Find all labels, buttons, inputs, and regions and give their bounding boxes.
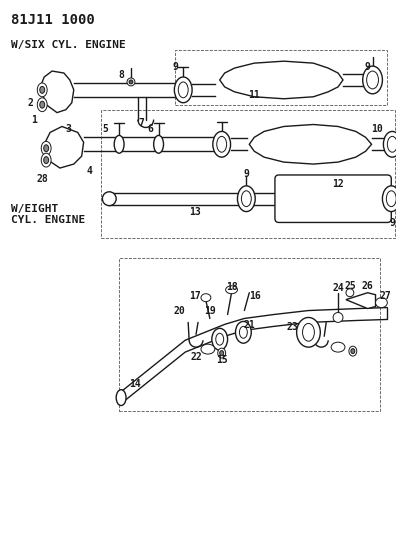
Text: 2: 2 — [28, 98, 34, 108]
Ellipse shape — [218, 348, 225, 358]
Text: 12: 12 — [332, 179, 344, 189]
Ellipse shape — [201, 294, 211, 302]
Ellipse shape — [174, 77, 192, 103]
Text: 10: 10 — [371, 124, 383, 134]
Text: 16: 16 — [249, 290, 261, 301]
Text: 9: 9 — [365, 62, 371, 72]
Text: 9: 9 — [389, 219, 395, 229]
Polygon shape — [40, 71, 74, 112]
Text: 27: 27 — [379, 290, 391, 301]
Polygon shape — [249, 125, 371, 164]
Text: 7: 7 — [138, 117, 144, 127]
Ellipse shape — [346, 289, 354, 297]
Ellipse shape — [237, 186, 255, 212]
Ellipse shape — [154, 135, 164, 153]
Ellipse shape — [331, 342, 345, 352]
Ellipse shape — [351, 349, 355, 353]
Ellipse shape — [129, 80, 133, 84]
Ellipse shape — [37, 98, 47, 111]
Ellipse shape — [213, 132, 231, 157]
Text: 26: 26 — [362, 281, 373, 291]
Text: 14: 14 — [129, 379, 141, 389]
Ellipse shape — [382, 186, 399, 212]
Bar — [101, 110, 395, 238]
Polygon shape — [42, 126, 84, 168]
Text: 13: 13 — [189, 207, 201, 216]
Ellipse shape — [44, 157, 49, 164]
Ellipse shape — [201, 344, 215, 354]
Text: 18: 18 — [226, 282, 237, 292]
Text: 19: 19 — [204, 305, 216, 316]
Ellipse shape — [41, 153, 51, 167]
Text: 1: 1 — [32, 115, 37, 125]
Ellipse shape — [349, 346, 357, 356]
Text: 20: 20 — [174, 305, 185, 316]
Text: 15: 15 — [216, 355, 227, 365]
Text: W/EIGHT
CYL. ENGINE: W/EIGHT CYL. ENGINE — [11, 204, 85, 225]
Bar — [119, 258, 380, 411]
Ellipse shape — [103, 192, 116, 206]
Text: 5: 5 — [103, 124, 108, 134]
Text: 9: 9 — [172, 62, 178, 72]
Ellipse shape — [37, 83, 47, 97]
Text: 4: 4 — [87, 166, 93, 176]
Text: 9: 9 — [243, 169, 249, 179]
Ellipse shape — [127, 78, 135, 86]
Ellipse shape — [220, 351, 224, 356]
Ellipse shape — [383, 132, 399, 157]
Ellipse shape — [296, 318, 320, 347]
Ellipse shape — [114, 135, 124, 153]
Ellipse shape — [375, 297, 387, 308]
Text: 21: 21 — [243, 320, 255, 330]
FancyBboxPatch shape — [275, 175, 391, 222]
Polygon shape — [346, 293, 375, 309]
Ellipse shape — [116, 390, 126, 406]
Text: 6: 6 — [148, 124, 154, 134]
Bar — [175, 50, 387, 104]
Ellipse shape — [44, 145, 49, 152]
Ellipse shape — [212, 328, 227, 350]
Text: 28: 28 — [36, 174, 48, 184]
Text: 11: 11 — [248, 90, 260, 100]
Ellipse shape — [333, 312, 343, 322]
Text: 17: 17 — [189, 290, 201, 301]
Ellipse shape — [40, 86, 45, 93]
Ellipse shape — [235, 321, 251, 343]
Text: 22: 22 — [190, 352, 202, 362]
Text: 23: 23 — [287, 322, 298, 333]
Text: 3: 3 — [65, 124, 71, 134]
Text: W/SIX CYL. ENGINE: W/SIX CYL. ENGINE — [11, 41, 125, 51]
Text: 81J11 1000: 81J11 1000 — [11, 13, 95, 27]
Ellipse shape — [40, 101, 45, 108]
Ellipse shape — [225, 286, 237, 294]
Text: 25: 25 — [344, 281, 356, 291]
Text: 8: 8 — [118, 70, 124, 80]
Ellipse shape — [41, 141, 51, 155]
Ellipse shape — [363, 66, 382, 94]
Polygon shape — [220, 61, 343, 99]
Text: 24: 24 — [332, 283, 344, 293]
